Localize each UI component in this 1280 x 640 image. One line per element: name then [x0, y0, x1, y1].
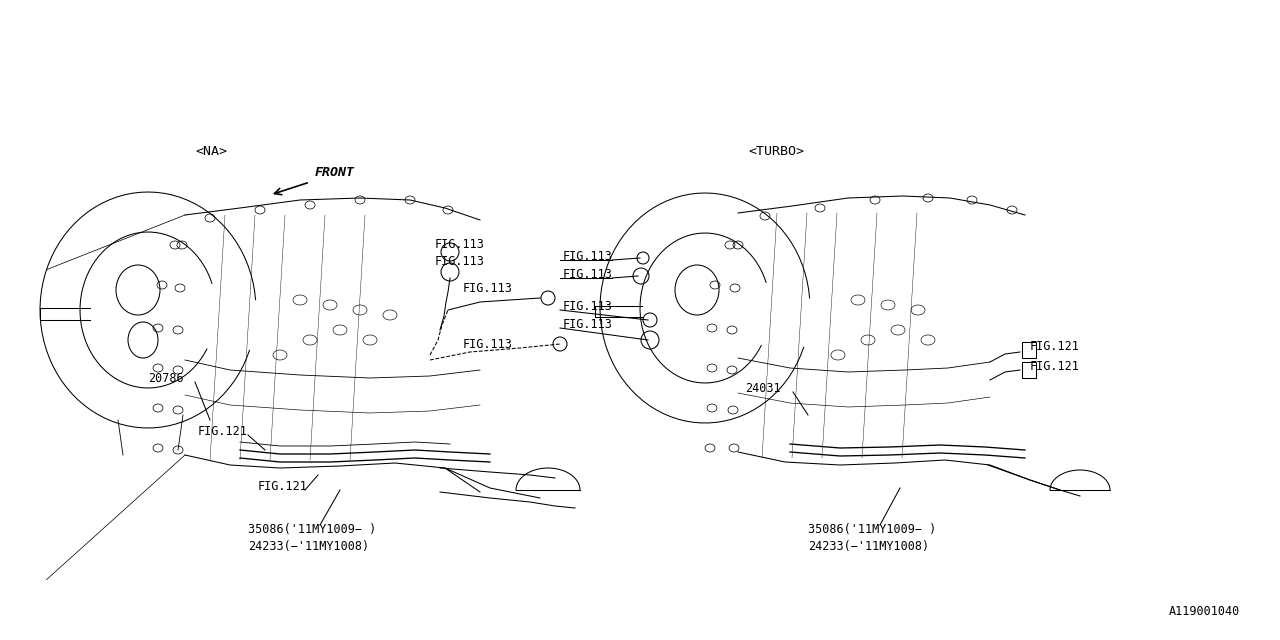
Text: 24233(−'11MY1008): 24233(−'11MY1008) — [248, 540, 369, 553]
Text: FIG.113: FIG.113 — [563, 268, 613, 281]
Text: FIG.113: FIG.113 — [463, 282, 513, 295]
Text: 35086('11MY1009− ): 35086('11MY1009− ) — [808, 523, 936, 536]
Text: FIG.113: FIG.113 — [435, 255, 485, 268]
Text: 24233(−'11MY1008): 24233(−'11MY1008) — [808, 540, 929, 553]
Text: FIG.113: FIG.113 — [435, 238, 485, 251]
Text: 24031: 24031 — [745, 382, 781, 395]
Text: <NA>: <NA> — [195, 145, 227, 158]
Bar — [1021, 342, 1036, 358]
Text: <TURBO>: <TURBO> — [748, 145, 804, 158]
Text: A119001040: A119001040 — [1169, 605, 1240, 618]
Text: FIG.113: FIG.113 — [563, 318, 613, 331]
Text: FIG.121: FIG.121 — [198, 425, 248, 438]
Text: FRONT: FRONT — [315, 166, 355, 179]
Text: FIG.121: FIG.121 — [259, 480, 308, 493]
Text: FIG.121: FIG.121 — [1030, 360, 1080, 373]
Text: 20786: 20786 — [148, 372, 183, 385]
Text: FIG.113: FIG.113 — [463, 338, 513, 351]
Text: FIG.121: FIG.121 — [1030, 340, 1080, 353]
Text: FIG.113: FIG.113 — [563, 250, 613, 263]
Bar — [1021, 362, 1036, 378]
Text: 35086('11MY1009− ): 35086('11MY1009− ) — [248, 523, 376, 536]
Text: FIG.113: FIG.113 — [563, 300, 613, 313]
